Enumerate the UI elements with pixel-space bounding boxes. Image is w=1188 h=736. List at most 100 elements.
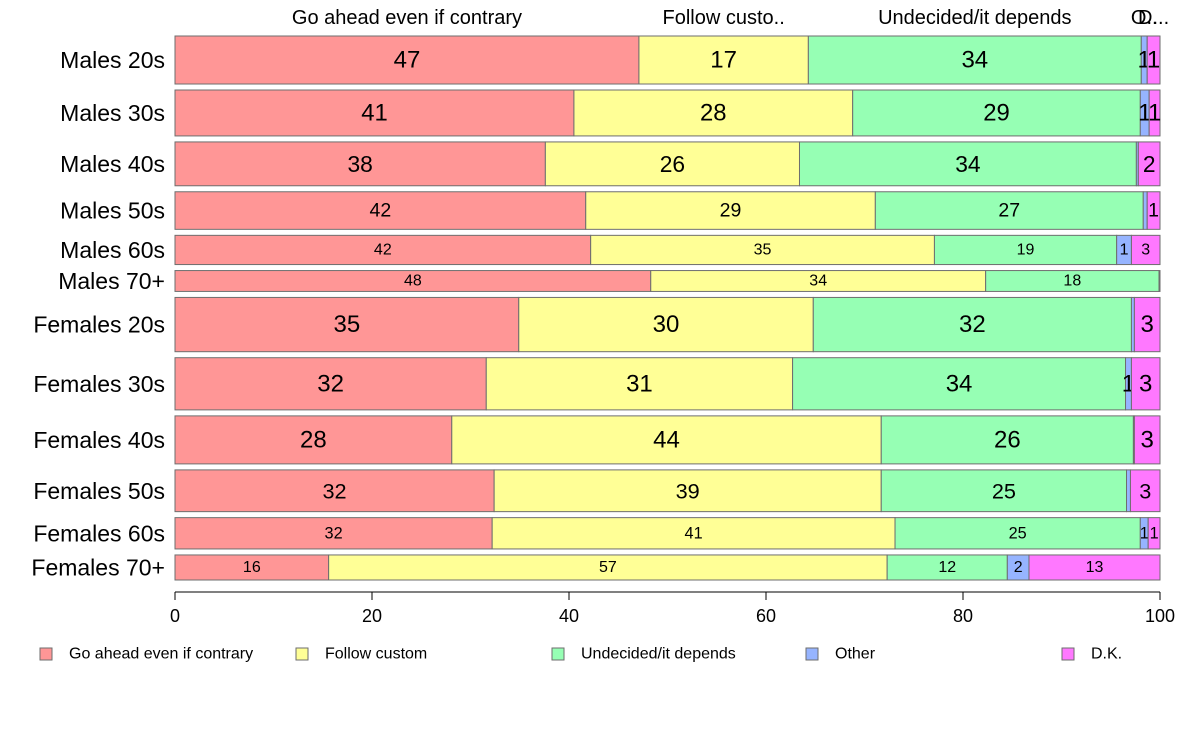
data-label: 32 bbox=[323, 478, 347, 503]
bar-row-females-20s: Females 20s 35 30 32 3 bbox=[33, 296, 1161, 353]
x-tick-label: 20 bbox=[362, 606, 382, 626]
column-label-undecided-it-depends: Undecided/it depends bbox=[878, 7, 1071, 29]
data-label: 30 bbox=[653, 311, 680, 338]
column-label-go-ahead-even-if-contrary: Go ahead even if contrary bbox=[292, 7, 522, 29]
bar-segment-undecided-it-depends bbox=[933, 234, 1118, 266]
bar-segment-go-ahead-even-if-contrary bbox=[174, 357, 487, 411]
legend-item-d-k: D.K. bbox=[1061, 646, 1122, 663]
category-label: Males 60s bbox=[60, 237, 165, 263]
data-label: 18 bbox=[1063, 272, 1081, 289]
bar-segment-other bbox=[1126, 469, 1131, 513]
data-label: 12 bbox=[938, 559, 956, 576]
data-label: 28 bbox=[300, 426, 327, 453]
data-label: 29 bbox=[983, 99, 1010, 126]
legend-swatch bbox=[39, 647, 53, 661]
category-label: Males 40s bbox=[60, 151, 165, 177]
bar-segment-go-ahead-even-if-contrary bbox=[174, 415, 453, 465]
data-label: 1 bbox=[1140, 524, 1149, 542]
data-label: 32 bbox=[325, 524, 343, 542]
legend-swatch bbox=[551, 647, 565, 661]
category-label: Females 60s bbox=[33, 520, 165, 546]
category-label: Males 50s bbox=[60, 198, 165, 224]
bar-segment-follow-custom bbox=[485, 357, 794, 411]
bar-segment-undecided-it-depends bbox=[852, 89, 1141, 137]
legend-swatch bbox=[1061, 647, 1075, 661]
data-label: 3 bbox=[1141, 311, 1154, 338]
bar-segment-go-ahead-even-if-contrary bbox=[174, 517, 493, 550]
bar-row-males-70: Males 70+ 48 34 18 bbox=[58, 268, 1161, 294]
bar-segment-d-k bbox=[1146, 191, 1161, 230]
bar-segment-go-ahead-even-if-contrary bbox=[174, 469, 495, 513]
data-label: 26 bbox=[994, 426, 1021, 453]
bar-segment-follow-custom bbox=[493, 469, 882, 513]
bar-row-females-30s: Females 30s 32 31 34 1 3 bbox=[33, 357, 1161, 411]
bar-segment-follow-custom bbox=[328, 554, 888, 581]
legend-item-other: Other bbox=[805, 646, 876, 663]
bar-segment-d-k bbox=[1158, 270, 1161, 292]
data-label: 35 bbox=[334, 311, 361, 338]
bar-segment-d-k bbox=[1133, 296, 1161, 353]
data-label: 16 bbox=[243, 559, 261, 576]
bar-row-females-60s: Females 60s 32 41 25 1 1 bbox=[33, 517, 1161, 550]
data-label: 1 bbox=[1150, 524, 1159, 542]
data-label: 2 bbox=[1014, 559, 1023, 576]
data-label: 1 bbox=[1138, 99, 1151, 126]
bar-segment-go-ahead-even-if-contrary bbox=[174, 296, 520, 353]
data-label: 1 bbox=[1148, 99, 1161, 126]
data-label: 25 bbox=[992, 478, 1016, 503]
data-label: 3 bbox=[1141, 241, 1150, 258]
bar-segment-d-k bbox=[1137, 141, 1161, 187]
legend-swatch bbox=[295, 647, 309, 661]
data-label: 42 bbox=[370, 200, 392, 222]
bar-row-females-70: Females 70+ 16 57 12 2 13 bbox=[31, 554, 1161, 581]
legend-label: Undecided/it depends bbox=[581, 646, 736, 663]
data-label: 42 bbox=[374, 241, 392, 258]
x-tick-label: 0 bbox=[170, 606, 180, 626]
x-tick-label: 80 bbox=[953, 606, 973, 626]
column-label-other: O.. bbox=[1131, 7, 1158, 29]
bar-segment-undecided-it-depends bbox=[894, 517, 1141, 550]
bar-row-females-40s: Females 40s 28 44 26 3 bbox=[33, 415, 1161, 465]
data-label: 34 bbox=[809, 272, 827, 289]
category-label: Females 50s bbox=[33, 478, 165, 504]
data-label: 48 bbox=[404, 272, 422, 289]
category-label: Females 30s bbox=[33, 371, 165, 397]
data-label: 41 bbox=[361, 99, 388, 126]
data-label: 26 bbox=[660, 151, 685, 177]
data-label: 41 bbox=[685, 524, 703, 542]
bar-segment-go-ahead-even-if-contrary bbox=[174, 554, 330, 581]
legend-item-undecided-it-depends: Undecided/it depends bbox=[551, 646, 736, 663]
data-label: 1 bbox=[1148, 200, 1159, 222]
data-label: 1 bbox=[1120, 241, 1129, 258]
bar-segment-d-k bbox=[1130, 234, 1161, 266]
bar-segment-d-k bbox=[1129, 469, 1161, 513]
column-label-d-k: D... bbox=[1138, 7, 1169, 29]
bar-row-males-50s: Males 50s 42 29 27 1 bbox=[60, 191, 1161, 230]
data-label: 2 bbox=[1143, 151, 1156, 177]
category-label: Males 70+ bbox=[58, 268, 165, 294]
data-label: 47 bbox=[394, 47, 421, 74]
legend-swatch bbox=[805, 647, 819, 661]
data-label: 39 bbox=[676, 478, 700, 503]
bar-segment-follow-custom bbox=[638, 35, 809, 85]
data-label: 34 bbox=[946, 370, 973, 397]
legend-label: Other bbox=[835, 646, 876, 663]
category-label: Males 20s bbox=[60, 47, 165, 73]
data-label: 29 bbox=[720, 200, 742, 222]
x-tick-label: 40 bbox=[559, 606, 579, 626]
bar-segment-d-k bbox=[1133, 415, 1161, 465]
category-label: Males 30s bbox=[60, 100, 165, 126]
bar-segment-follow-custom bbox=[590, 234, 935, 266]
bar-segment-d-k bbox=[1146, 35, 1161, 85]
x-axis: 0 20 40 60 80 100 bbox=[170, 591, 1175, 626]
data-label: 3 bbox=[1139, 370, 1152, 397]
bar-row-males-40s: Males 40s 38 26 34 2 bbox=[60, 141, 1161, 187]
bar-row-females-50s: Females 50s 32 39 25 3 bbox=[33, 469, 1161, 513]
data-label: 32 bbox=[317, 370, 344, 397]
bar-row-males-30s: Males 30s 41 28 29 11 bbox=[60, 89, 1161, 137]
data-label: 35 bbox=[754, 241, 772, 258]
bar-segment-undecided-it-depends bbox=[812, 296, 1132, 353]
bar-row-males-20s: Males 20s 47 17 34 11 bbox=[60, 35, 1161, 85]
